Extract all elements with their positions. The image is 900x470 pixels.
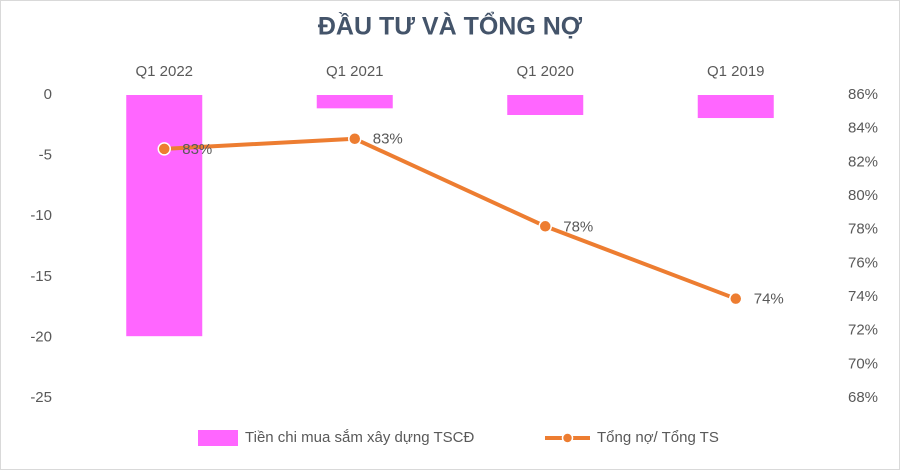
data-label: 83%	[373, 131, 403, 148]
y2-tick-label: 80%	[848, 187, 878, 204]
line-marker	[348, 132, 362, 146]
data-label: 74%	[754, 291, 784, 308]
x-tick-label: Q1 2020	[516, 63, 574, 80]
legend-label: Tiền chi mua sắm xây dựng TSCĐ	[245, 429, 474, 446]
y-tick-label: -5	[39, 147, 52, 164]
y-tick-label: -20	[30, 328, 52, 345]
line-marker	[538, 219, 552, 234]
legend-label: Tổng nợ/ Tổng TS	[597, 429, 719, 446]
y2-tick-label: 74%	[848, 288, 878, 305]
chart-title: ĐẦU TƯ VÀ TỔNG NỢ	[318, 11, 583, 41]
bar	[126, 95, 203, 337]
y2-tick-label: 78%	[848, 221, 878, 238]
x-tick-label: Q1 2019	[707, 63, 765, 80]
y2-tick-label: 84%	[848, 120, 878, 137]
line-marker	[729, 291, 743, 306]
y2-tick-label: 76%	[848, 254, 878, 271]
data-label: 83%	[182, 141, 212, 158]
line	[164, 136, 737, 301]
bar	[697, 95, 774, 119]
y-tick-label: -25	[30, 389, 52, 406]
x-tick-label: Q1 2022	[135, 63, 193, 80]
bar	[316, 95, 393, 109]
line-marker	[157, 142, 171, 156]
data-label: 78%	[563, 218, 593, 235]
x-tick-label: Q1 2021	[326, 63, 384, 80]
y2-tick-label: 86%	[848, 86, 878, 103]
y-tick-label: 0	[44, 86, 52, 103]
y-tick-label: -15	[30, 268, 52, 285]
bar	[507, 95, 584, 115]
y2-tick-label: 70%	[848, 355, 878, 372]
legend-marker	[561, 432, 574, 444]
legend-swatch	[198, 430, 238, 446]
y2-tick-label: 72%	[848, 322, 878, 339]
y-tick-label: -10	[30, 207, 52, 224]
y2-tick-label: 68%	[848, 389, 878, 406]
y2-tick-label: 82%	[848, 153, 878, 170]
